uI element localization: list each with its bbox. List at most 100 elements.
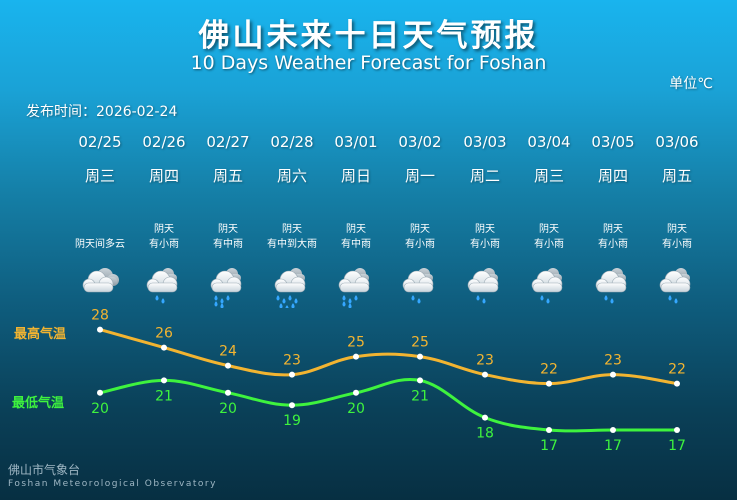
moderate-rain-icon	[324, 262, 388, 309]
day-date: 02/25	[78, 133, 122, 151]
high-temp-point	[546, 380, 552, 387]
observatory-name-cn: 佛山市气象台	[8, 463, 81, 477]
low-temp-point	[289, 402, 295, 409]
high-temp-value: 22	[540, 362, 558, 378]
low-temp-value: 19	[283, 413, 301, 429]
high-temp-point	[353, 353, 359, 360]
high-temp-value: 24	[219, 344, 237, 360]
day-column: 02/27 周五 阴天 有中雨	[196, 131, 260, 309]
high-temp-point	[610, 371, 616, 378]
day-date: 03/03	[463, 133, 507, 151]
day-column: 03/04 周三 阴天 有小雨	[517, 131, 581, 308]
high-temp-point	[674, 380, 680, 387]
high-temp-value: 23	[476, 353, 494, 369]
day-condition: 阴天 有小雨	[470, 224, 500, 250]
high-temp-line	[99, 328, 678, 386]
day-weekday: 周四	[597, 167, 628, 185]
high-temp-point	[417, 353, 423, 360]
low-temp-point	[353, 389, 359, 396]
day-weekday: 周三	[84, 167, 115, 185]
day-date: 02/26	[142, 133, 186, 151]
low-temp-value: 20	[347, 401, 365, 417]
page-subtitle: 10 Days Weather Forecast for Foshan	[190, 52, 547, 74]
light-rain-icon	[453, 262, 517, 308]
day-column: 03/03 周二 阴天 有小雨	[453, 131, 517, 308]
day-column: 03/05 周四 阴天 有小雨	[581, 131, 645, 308]
low-temp-point	[610, 427, 616, 433]
low-temp-label: 最低气温	[12, 396, 65, 411]
day-column: 02/28 周六 阴天 有中到大雨	[260, 131, 324, 311]
low-temp-point	[546, 427, 552, 433]
unit-label: 单位℃	[669, 76, 713, 92]
day-date: 03/05	[591, 133, 635, 151]
page-title: 佛山未来十日天气预报	[198, 18, 539, 54]
high-temp-point	[289, 371, 295, 378]
cloudy-icon	[68, 262, 132, 308]
observatory-name-en: Foshan Meteorological Observatory	[8, 479, 217, 489]
low-temp-point	[417, 377, 423, 384]
light-rain-icon	[132, 262, 196, 308]
day-condition: 阴天 有小雨	[534, 224, 564, 250]
low-temp-value: 21	[411, 388, 429, 404]
moderate-rain-icon	[196, 262, 260, 309]
day-weekday: 周五	[661, 167, 692, 185]
day-column: 02/26 周四 阴天 有小雨	[132, 131, 196, 308]
low-temp-value: 18	[476, 426, 494, 442]
day-weekday: 周日	[340, 167, 371, 185]
low-temp-value: 17	[540, 438, 558, 454]
low-temp-point	[225, 389, 231, 396]
day-condition: 阴天 有小雨	[598, 224, 628, 250]
low-temp-value: 21	[155, 388, 173, 404]
heavy-rain-icon	[260, 262, 324, 311]
day-date: 03/04	[527, 133, 571, 151]
day-weekday: 周一	[404, 167, 435, 185]
publish-time: 发布时间：2026-02-24	[26, 104, 178, 120]
low-temp-value: 20	[91, 401, 109, 417]
high-temp-point	[161, 344, 167, 351]
high-temp-value: 22	[668, 362, 686, 378]
high-temp-point	[97, 326, 103, 333]
low-temp-value: 17	[668, 438, 686, 454]
low-temp-value: 17	[604, 438, 622, 454]
day-column: 03/01 周日 阴天 有中雨	[324, 131, 388, 309]
light-rain-icon	[581, 262, 645, 308]
day-date: 02/27	[206, 133, 250, 151]
light-rain-icon	[517, 262, 581, 308]
day-condition: 阴天间多云	[75, 239, 125, 250]
low-temp-point	[161, 377, 167, 384]
low-temp-point	[674, 427, 680, 433]
day-condition: 阴天 有小雨	[405, 224, 435, 250]
low-temp-point	[482, 414, 488, 421]
day-condition: 阴天 有中雨	[213, 224, 243, 250]
high-temp-value: 28	[91, 308, 109, 324]
high-temp-label: 最高气温	[14, 327, 67, 342]
day-column: 03/02 周一 阴天 有小雨	[388, 131, 452, 308]
day-condition: 阴天 有小雨	[662, 224, 692, 250]
high-temp-point	[482, 371, 488, 378]
day-condition: 阴天 有小雨	[149, 224, 179, 250]
day-date: 03/01	[334, 133, 378, 151]
day-weekday: 周六	[276, 167, 307, 185]
day-condition: 阴天 有中到大雨	[267, 224, 317, 250]
high-temp-value: 26	[155, 326, 173, 342]
light-rain-icon	[645, 262, 709, 308]
day-weekday: 周二	[469, 167, 500, 185]
low-temp-value: 20	[219, 401, 237, 417]
high-temp-value: 23	[604, 353, 622, 369]
high-temp-value: 25	[411, 335, 429, 351]
high-temp-value: 25	[347, 335, 365, 351]
low-temp-point	[97, 389, 103, 396]
high-temp-value: 23	[283, 353, 301, 369]
low-temp-line	[99, 378, 677, 433]
day-column: 03/06 周五 阴天 有小雨	[645, 131, 709, 308]
day-weekday: 周四	[148, 167, 179, 185]
day-column: 02/25 周三 阴天间多云	[68, 131, 132, 308]
day-date: 03/06	[655, 133, 699, 151]
day-weekday: 周三	[533, 167, 564, 185]
high-temp-point	[225, 362, 231, 369]
day-weekday: 周五	[212, 167, 243, 185]
day-date: 03/02	[398, 133, 442, 151]
light-rain-icon	[388, 262, 452, 308]
day-condition: 阴天 有中雨	[341, 224, 371, 250]
